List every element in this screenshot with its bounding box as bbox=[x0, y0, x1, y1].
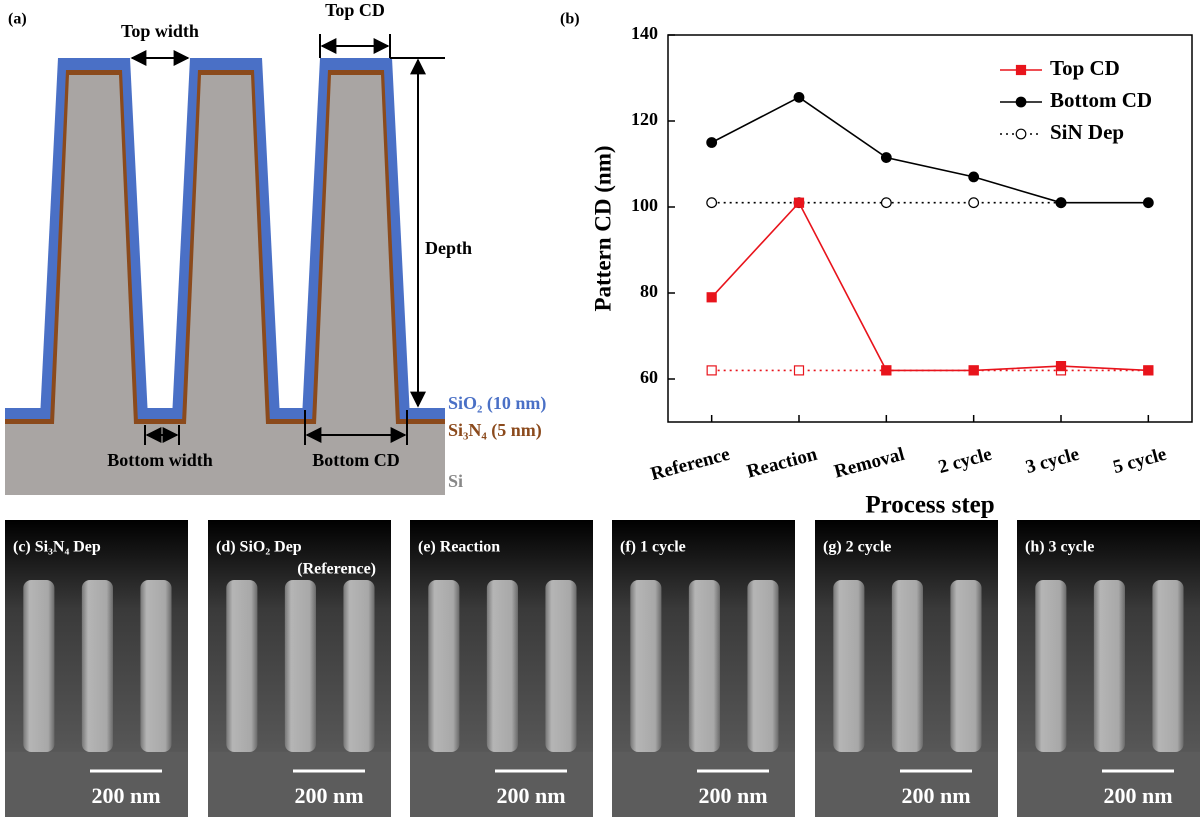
data-point bbox=[706, 137, 718, 148]
label: SiO₂ (10 nm) bbox=[448, 393, 546, 414]
label: 120 bbox=[631, 109, 658, 129]
sem-image bbox=[410, 520, 593, 817]
label: 200 nm bbox=[91, 783, 160, 808]
data-point bbox=[1143, 365, 1154, 376]
label: SiN Dep bbox=[1050, 120, 1124, 144]
sem-pillar bbox=[833, 580, 865, 752]
label: (f) 1 cycle bbox=[620, 539, 686, 556]
sem-image bbox=[815, 520, 998, 817]
legend-marker bbox=[1015, 128, 1027, 140]
series-line bbox=[711, 201, 1149, 372]
label: Process step bbox=[865, 492, 994, 519]
data-point bbox=[968, 197, 980, 209]
label: 80 bbox=[640, 281, 658, 301]
sem-pillar bbox=[226, 580, 258, 752]
data-point bbox=[706, 292, 717, 303]
sem-pillar bbox=[428, 580, 460, 752]
sem-pillar bbox=[747, 580, 779, 752]
pillar-si bbox=[54, 75, 134, 424]
label: (b) bbox=[560, 11, 580, 28]
legend-marker bbox=[1015, 96, 1027, 108]
label: Top CD bbox=[325, 0, 385, 20]
sem-pillar bbox=[140, 580, 172, 752]
label: (g) 2 cycle bbox=[823, 539, 891, 556]
sem-pillar bbox=[688, 580, 720, 752]
sem-pillar bbox=[81, 580, 113, 752]
data-point bbox=[1055, 197, 1067, 209]
label: Bottom CD bbox=[1050, 88, 1152, 112]
sem-image bbox=[1017, 520, 1200, 817]
label: (c) Si₃N₄ Dep bbox=[13, 539, 101, 556]
label: Bottom width bbox=[107, 450, 213, 470]
label: Pattern CD (nm) bbox=[590, 145, 615, 311]
label: 200 nm bbox=[901, 783, 970, 808]
label: (Reference) bbox=[297, 561, 376, 578]
pillar-si bbox=[316, 75, 396, 424]
sem-pillar bbox=[950, 580, 982, 752]
sem-floor bbox=[410, 752, 593, 817]
schematic bbox=[5, 58, 445, 495]
sem-pillar bbox=[486, 580, 518, 752]
sem-pillar bbox=[545, 580, 577, 752]
sem-pillar bbox=[284, 580, 316, 752]
data-point bbox=[968, 365, 979, 376]
sem-image bbox=[208, 520, 391, 817]
pillar-si bbox=[186, 75, 266, 424]
sem-image bbox=[5, 520, 188, 817]
label: (h) 3 cycle bbox=[1025, 539, 1094, 556]
label: 2 cycle bbox=[936, 444, 994, 478]
data-point bbox=[881, 365, 892, 376]
sem-floor bbox=[612, 752, 795, 817]
label: 100 bbox=[631, 195, 658, 215]
label: Si₃N₄ (5 nm) bbox=[448, 420, 542, 441]
label: (e) Reaction bbox=[418, 539, 500, 556]
label: 5 cycle bbox=[1111, 444, 1169, 478]
label: 200 nm bbox=[698, 783, 767, 808]
label: 200 nm bbox=[294, 783, 363, 808]
data-point bbox=[1055, 361, 1067, 372]
label: Reference bbox=[649, 444, 733, 485]
legend-marker bbox=[1015, 64, 1027, 76]
sem-floor bbox=[815, 752, 998, 817]
data-point bbox=[880, 197, 892, 209]
label: Top CD bbox=[1050, 56, 1120, 80]
label: Depth bbox=[425, 238, 472, 258]
sem-pillar bbox=[630, 580, 662, 752]
sem-image bbox=[612, 520, 795, 817]
label: Si bbox=[448, 471, 463, 491]
sem-pillar bbox=[1093, 580, 1125, 752]
data-point bbox=[968, 171, 980, 183]
sem-pillar bbox=[1152, 580, 1184, 752]
data-point bbox=[793, 91, 805, 103]
data-point bbox=[706, 197, 718, 209]
label: Removal bbox=[832, 444, 907, 483]
sem-pillar bbox=[1035, 580, 1067, 752]
sem-pillar bbox=[343, 580, 375, 752]
sem-floor bbox=[5, 752, 188, 817]
data-point bbox=[793, 365, 805, 376]
label: 200 nm bbox=[496, 783, 565, 808]
data-point bbox=[793, 197, 805, 208]
label: Reaction bbox=[745, 444, 820, 483]
sem-pillar bbox=[891, 580, 923, 752]
label: Top width bbox=[121, 21, 199, 41]
label: 60 bbox=[640, 367, 658, 387]
label: (a) bbox=[8, 11, 27, 28]
label: (d) SiO₂ Dep bbox=[216, 539, 302, 556]
sem-floor bbox=[208, 752, 391, 817]
sem-pillar bbox=[23, 580, 55, 752]
label: 200 nm bbox=[1103, 783, 1172, 808]
series-line bbox=[711, 96, 1149, 204]
label: 140 bbox=[631, 23, 658, 43]
sem-floor bbox=[1017, 752, 1200, 817]
plot-frame bbox=[667, 34, 1193, 423]
data-point bbox=[706, 365, 717, 376]
data-point bbox=[1142, 197, 1154, 209]
label: 3 cycle bbox=[1024, 444, 1082, 478]
data-point bbox=[880, 152, 892, 163]
label: Bottom CD bbox=[312, 450, 400, 470]
